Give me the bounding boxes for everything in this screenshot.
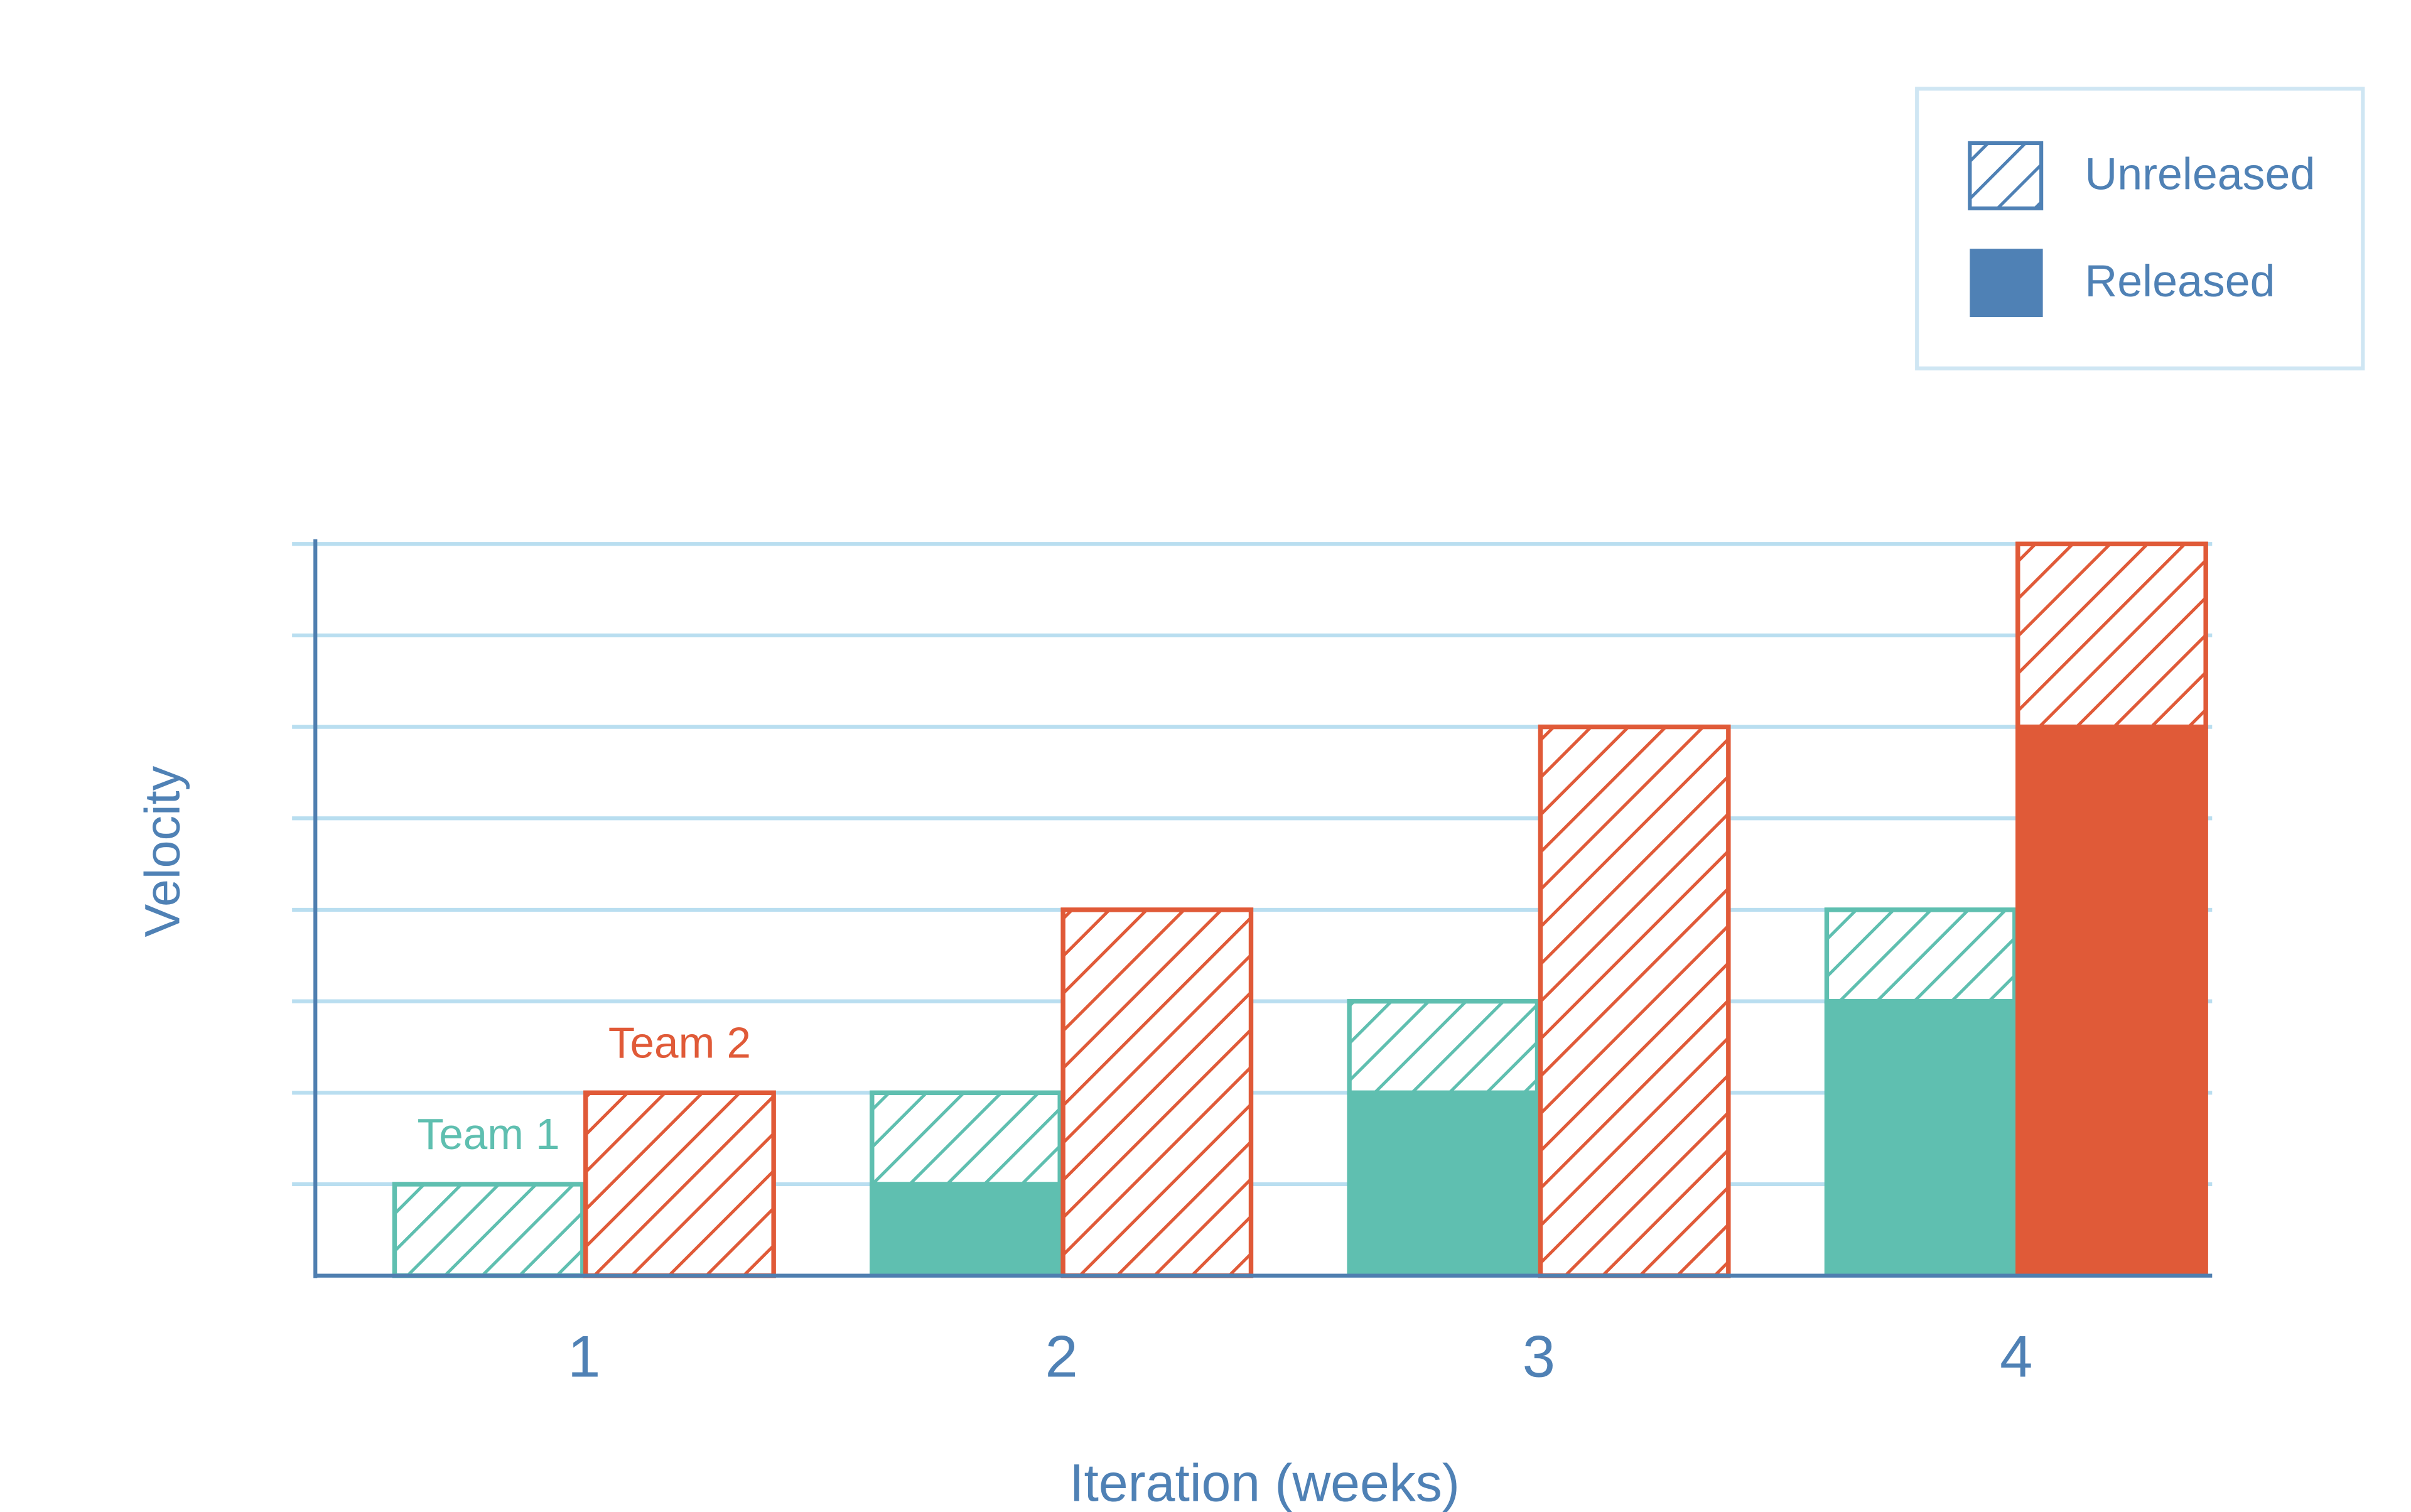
unreleased-bar bbox=[1347, 998, 1540, 1096]
released-bar bbox=[1347, 1093, 1540, 1276]
unreleased-bar bbox=[1824, 907, 2017, 1004]
x-tick-label: 4 bbox=[2000, 1324, 2032, 1390]
x-tick-label: 1 bbox=[568, 1324, 600, 1390]
released-bar bbox=[2015, 726, 2208, 1276]
unreleased-bar bbox=[583, 1090, 776, 1278]
unreleased-bar bbox=[2015, 541, 2208, 730]
series-label: Team 2 bbox=[608, 1018, 751, 1067]
legend-label: Released bbox=[2085, 256, 2275, 306]
unreleased-bar bbox=[1538, 724, 1731, 1278]
legend-swatch-unreleased bbox=[1968, 141, 2044, 210]
x-tick-label: 3 bbox=[1523, 1324, 1555, 1390]
released-bar bbox=[870, 1184, 1062, 1276]
x-axis-label: Iteration (weeks) bbox=[1069, 1453, 1460, 1512]
legend-label: Unreleased bbox=[2085, 149, 2315, 199]
unreleased-bar bbox=[870, 1090, 1062, 1187]
legend-box bbox=[1915, 87, 2365, 370]
series-label: Team 1 bbox=[418, 1110, 560, 1158]
legend-swatch-released bbox=[1970, 249, 2043, 318]
released-bar bbox=[1824, 1001, 2017, 1276]
unreleased-bar bbox=[392, 1182, 585, 1278]
x-tick-label: 2 bbox=[1045, 1324, 1077, 1390]
y-axis-label: Velocity bbox=[134, 765, 190, 937]
unreleased-bar bbox=[1060, 907, 1254, 1278]
